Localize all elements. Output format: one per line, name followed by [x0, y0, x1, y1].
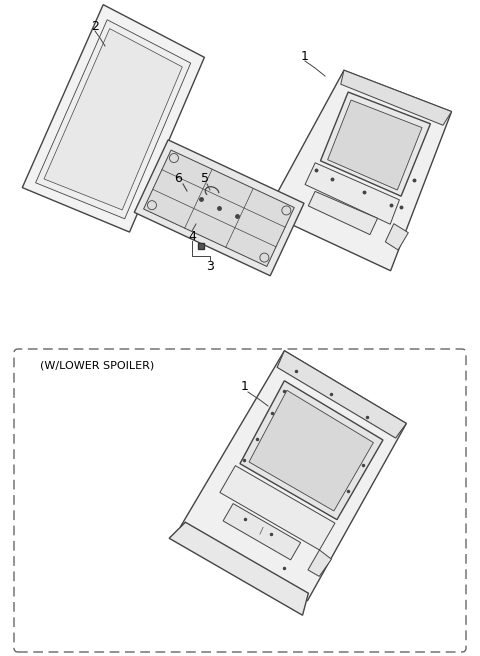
Polygon shape — [277, 351, 407, 438]
Polygon shape — [328, 100, 422, 190]
Polygon shape — [308, 192, 378, 235]
Polygon shape — [249, 390, 373, 511]
Text: /: / — [260, 527, 263, 536]
Text: 1: 1 — [301, 49, 309, 62]
Polygon shape — [308, 550, 332, 577]
Polygon shape — [305, 163, 399, 224]
Polygon shape — [44, 29, 182, 210]
Polygon shape — [169, 522, 308, 615]
Text: 2: 2 — [91, 20, 99, 33]
Text: 4: 4 — [188, 230, 196, 243]
Text: 1: 1 — [241, 380, 249, 392]
Polygon shape — [223, 504, 300, 560]
Polygon shape — [22, 5, 204, 232]
Polygon shape — [144, 150, 294, 266]
Polygon shape — [36, 20, 191, 219]
Text: 6: 6 — [174, 171, 182, 184]
Polygon shape — [385, 224, 408, 250]
Polygon shape — [180, 351, 407, 601]
Text: 3: 3 — [206, 260, 214, 272]
Text: 5: 5 — [201, 171, 209, 184]
Polygon shape — [266, 70, 452, 271]
Polygon shape — [321, 92, 431, 196]
Polygon shape — [240, 380, 383, 520]
Text: (W/LOWER SPOILER): (W/LOWER SPOILER) — [40, 361, 154, 371]
Polygon shape — [341, 70, 452, 125]
Polygon shape — [134, 140, 304, 276]
Polygon shape — [220, 466, 335, 550]
